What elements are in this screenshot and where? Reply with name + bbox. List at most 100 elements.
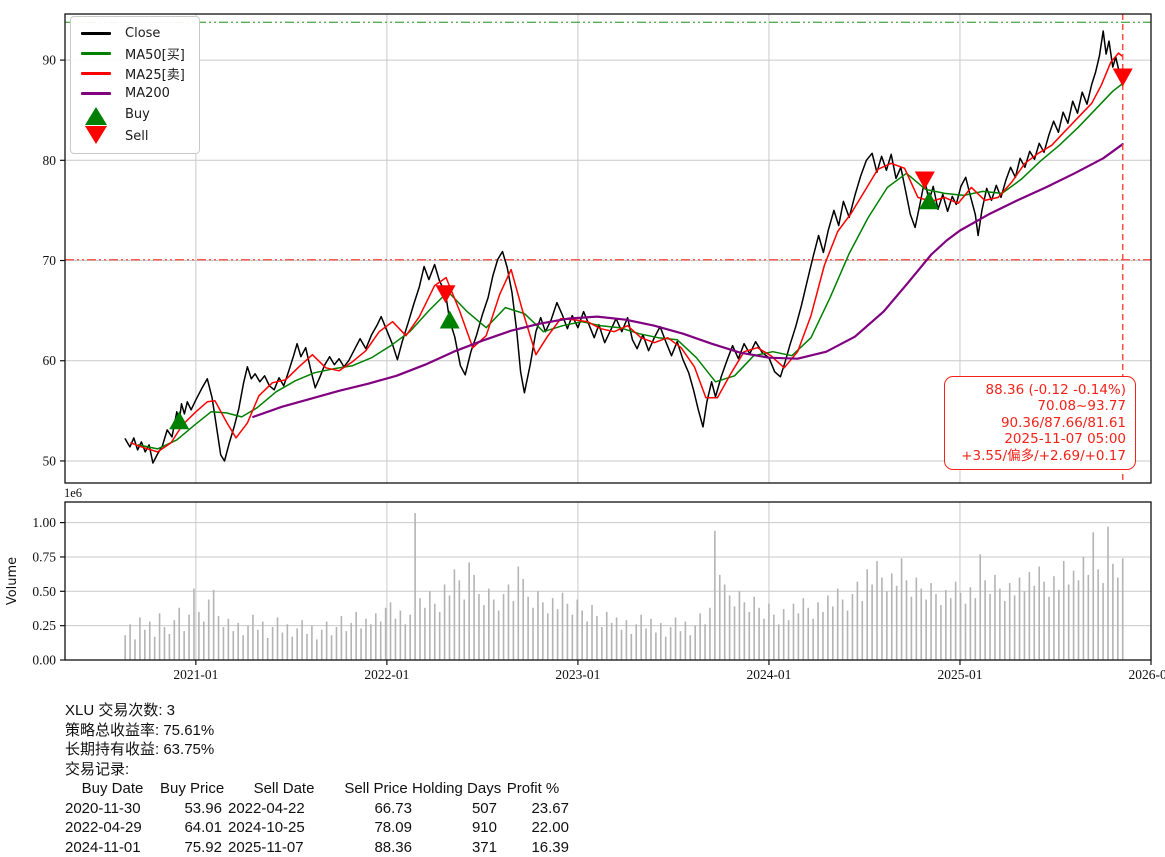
volume-bar	[335, 627, 338, 660]
volume-bar	[183, 631, 185, 660]
trade-cell: 2022-04-22	[228, 799, 305, 817]
volume-bar	[566, 603, 569, 660]
volume-bar	[1048, 596, 1050, 660]
volume-bar	[807, 607, 810, 660]
volume-bar	[350, 622, 353, 660]
volume-bar	[827, 595, 829, 660]
buy-triangle-icon	[85, 106, 107, 125]
volume-bar	[856, 581, 859, 660]
trades-table-header: Buy Date Buy Price Sell Date Sell Price Hold…	[65, 779, 569, 799]
volume-bar	[881, 577, 883, 660]
volume-bar	[355, 611, 357, 660]
volume-bar	[728, 595, 731, 660]
volume-bar	[316, 639, 318, 660]
volume-bar	[802, 598, 805, 660]
volume-bar	[660, 622, 662, 660]
volume-bar	[964, 603, 967, 660]
trade-header-cell: Sell Date	[253, 780, 315, 797]
volume-bar	[797, 613, 800, 660]
volume-bar	[984, 580, 986, 660]
volume-bar	[930, 583, 932, 660]
volume-bar	[782, 609, 785, 660]
volume-bar	[1112, 563, 1114, 660]
volume-bar	[605, 611, 608, 660]
volume-bar	[1107, 526, 1109, 660]
volume-bar	[625, 620, 628, 660]
volume-bar	[738, 591, 741, 660]
volume-bar	[974, 598, 977, 660]
volume-bar	[212, 589, 215, 660]
volume-tick-label: 0.25	[32, 618, 56, 633]
ma25-line-swatch-icon	[81, 71, 111, 75]
volume-bar	[895, 585, 898, 660]
volume-bar	[615, 617, 618, 660]
volume-bar	[507, 584, 510, 660]
trades-table: Buy Date Buy Price Sell Date Sell Price Hold…	[65, 779, 569, 857]
volume-bar	[542, 602, 544, 660]
sell-marker-icon	[435, 285, 456, 304]
volume-bar	[851, 594, 854, 660]
volume-bar	[581, 610, 583, 660]
volume-bar	[207, 599, 210, 660]
sell-marker-icon	[914, 171, 935, 190]
volume-bar	[202, 621, 205, 660]
y-tick-label: 90	[43, 53, 57, 68]
trade-cell: 2020-11-30	[65, 799, 141, 817]
volume-bar	[743, 602, 746, 660]
volume-bar	[276, 617, 279, 660]
volume-bar	[689, 635, 692, 660]
volume-bar	[684, 621, 687, 660]
volume-bar	[1008, 583, 1011, 660]
y-tick-label: 60	[43, 353, 57, 368]
volume-bar	[866, 569, 868, 660]
volume-bar	[188, 614, 190, 660]
volume-bar	[379, 621, 382, 660]
trade-cell: 23.67	[531, 799, 569, 817]
x-tick-label: 2021-01	[173, 667, 218, 682]
volume-bar	[890, 573, 893, 660]
volume-bar	[910, 596, 913, 660]
trade-header-cell: Sell Price	[344, 780, 408, 797]
volume-bar	[483, 605, 485, 660]
annotation-price-change: 88.36 (-0.12 -0.14%)	[985, 382, 1126, 398]
volume-bar	[144, 629, 146, 660]
trade-cell: 64.01	[184, 819, 222, 836]
volume-bar	[129, 624, 131, 660]
volume-bar	[311, 625, 313, 660]
x-tick-label: 2025-01	[937, 667, 982, 682]
volume-bar	[768, 603, 770, 660]
volume-bar	[817, 602, 819, 660]
volume-bar	[925, 599, 927, 660]
volume-bar	[822, 611, 824, 660]
ma25-line	[130, 52, 1124, 453]
volume-bar	[232, 631, 235, 660]
volume-bar	[886, 591, 888, 660]
volume-bar	[473, 574, 475, 660]
volume-bar	[291, 636, 294, 660]
trade-header-cell: Profit %	[506, 780, 560, 797]
volume-bar	[360, 628, 362, 660]
volume-bar	[257, 629, 259, 660]
volume-bar	[1038, 566, 1040, 660]
volume-bar	[876, 561, 878, 660]
legend-item-close: Close	[80, 23, 185, 43]
volume-bar	[546, 613, 549, 660]
volume-bar	[1053, 576, 1055, 660]
volume-bar	[512, 600, 515, 660]
volume-bar	[954, 581, 957, 660]
volume-bar	[576, 599, 579, 660]
trade-cell: 22.00	[531, 819, 569, 836]
volume-bar	[1003, 600, 1006, 660]
volume-bar	[424, 607, 426, 660]
sell-marker-icon	[1112, 68, 1133, 87]
volume-axis-label: Volume	[5, 557, 20, 605]
volume-bar	[527, 596, 529, 660]
volume-bar	[532, 607, 534, 660]
volume-bar	[841, 599, 844, 660]
volume-bar	[959, 592, 962, 660]
volume-bar	[252, 614, 254, 660]
volume-bar	[586, 621, 588, 660]
volume-bar	[389, 602, 392, 660]
ma50-line	[137, 82, 1124, 450]
